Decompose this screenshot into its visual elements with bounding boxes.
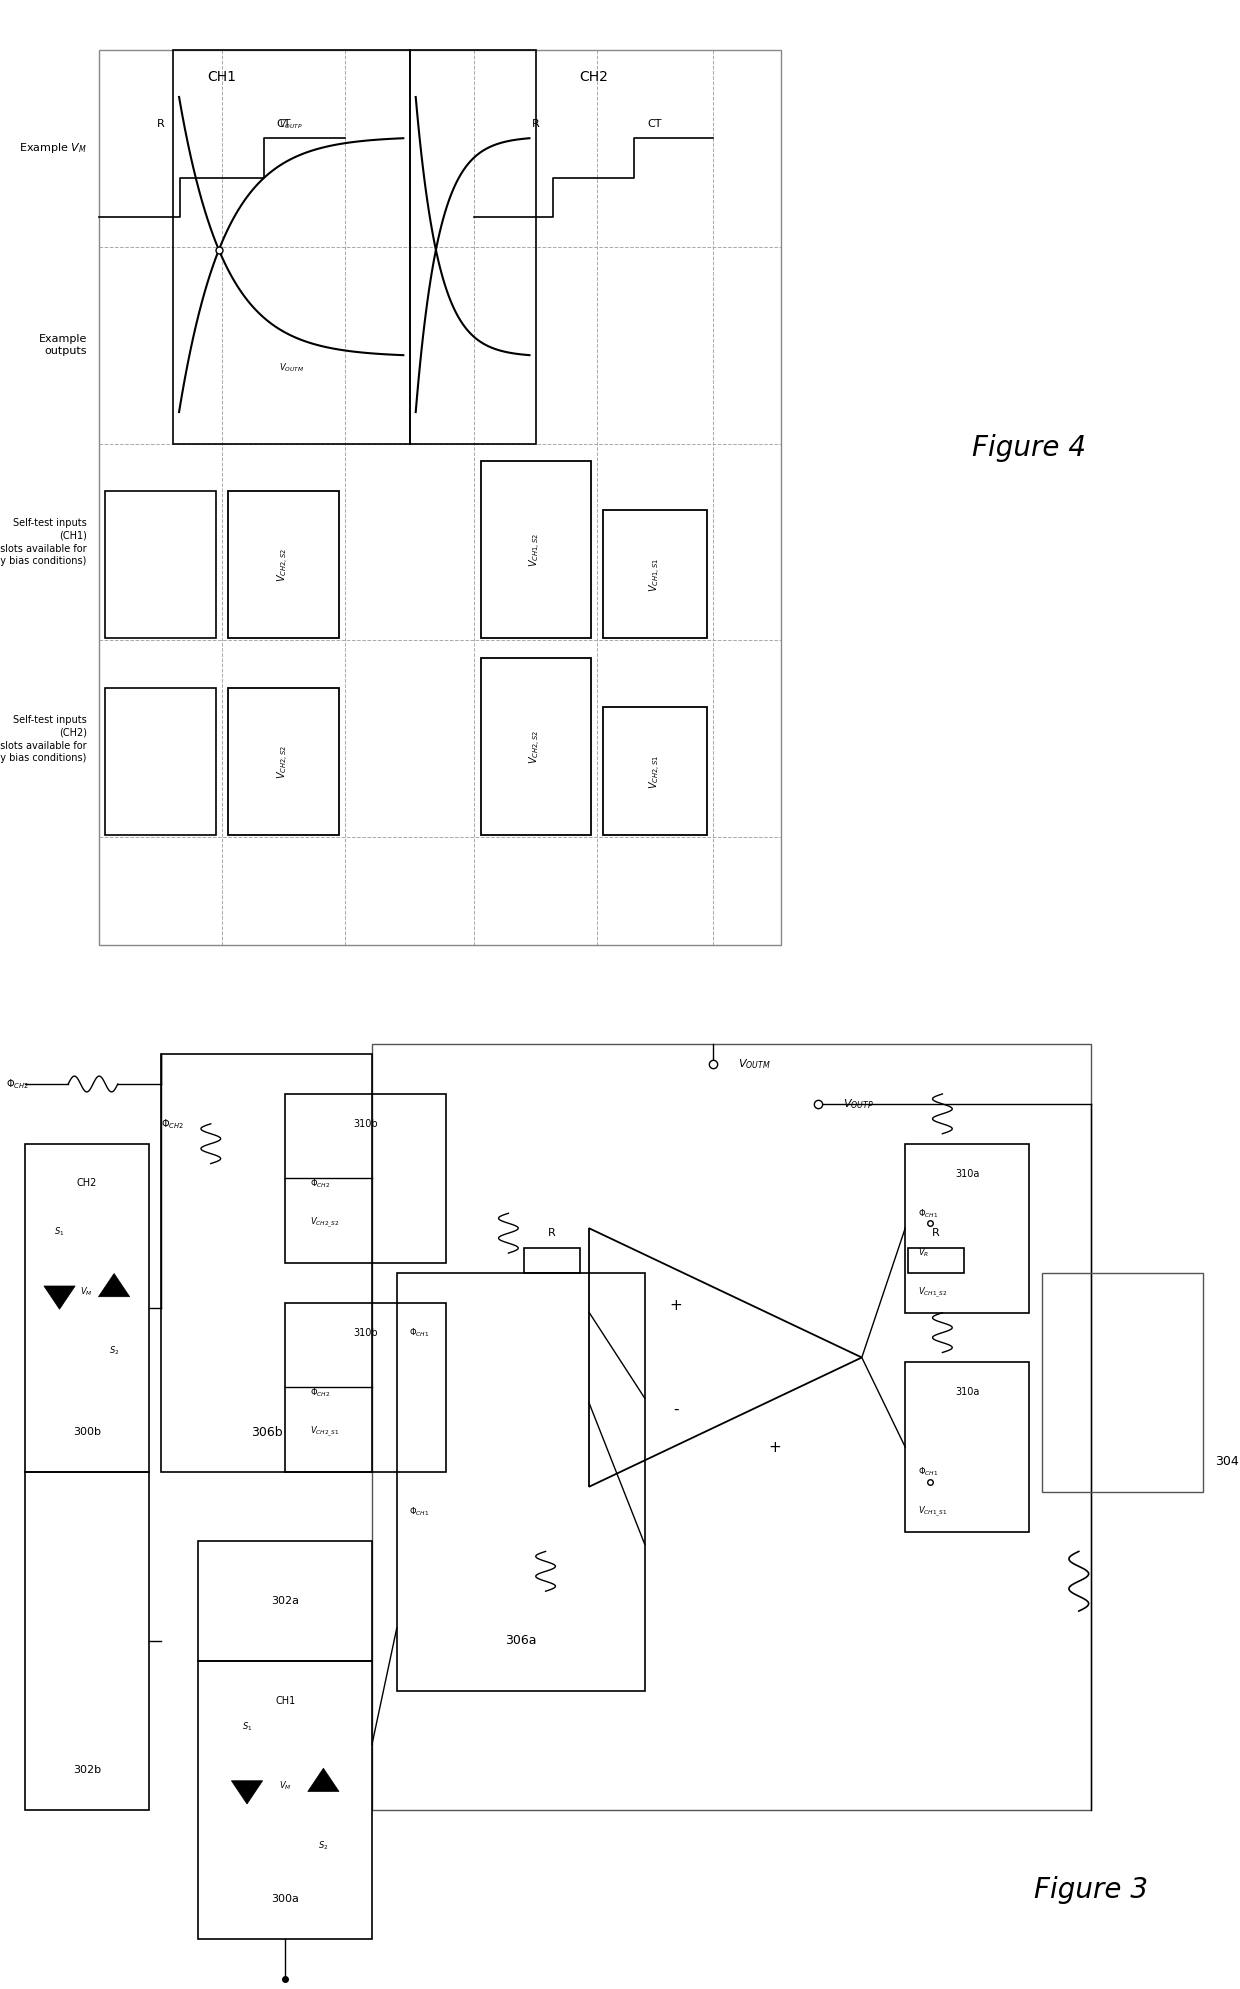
Text: $V_{CH1,S2}$: $V_{CH1,S2}$ — [528, 533, 543, 567]
Text: $V_{OUTP}$: $V_{OUTP}$ — [279, 119, 303, 131]
Text: $S_2$: $S_2$ — [319, 1840, 329, 1852]
Bar — [604, 708, 707, 835]
Text: +: + — [769, 1440, 781, 1456]
Polygon shape — [232, 1780, 263, 1804]
Text: $V_{CH2,S2}$: $V_{CH2,S2}$ — [275, 547, 291, 583]
Text: $S_1$: $S_1$ — [55, 1225, 64, 1237]
Text: $\Phi_{CH2}$: $\Phi_{CH2}$ — [310, 1386, 330, 1398]
Text: $V_{CH2,S2}$: $V_{CH2,S2}$ — [528, 730, 543, 764]
Text: CT: CT — [277, 119, 290, 129]
Text: $\Phi_{CH1}$: $\Phi_{CH1}$ — [409, 1506, 429, 1518]
Text: 300a: 300a — [272, 1894, 299, 1905]
Text: $V_{CH1\_S2}$: $V_{CH1\_S2}$ — [918, 1285, 947, 1301]
Text: $\Phi_{CH1}$: $\Phi_{CH1}$ — [918, 1466, 937, 1478]
Bar — [285, 1094, 446, 1263]
Polygon shape — [98, 1273, 130, 1297]
Text: Example $V_M$: Example $V_M$ — [19, 141, 87, 155]
Bar — [228, 688, 339, 835]
Text: $V_{CH1,S1}$: $V_{CH1,S1}$ — [647, 557, 662, 591]
Text: 310b: 310b — [353, 1118, 378, 1130]
Text: $V_{OUTM}$: $V_{OUTM}$ — [738, 1058, 770, 1070]
Text: R: R — [156, 119, 165, 129]
Text: $V_{OUTM}$: $V_{OUTM}$ — [279, 362, 304, 374]
Text: 306a: 306a — [505, 1635, 537, 1647]
Text: 310a: 310a — [955, 1168, 980, 1179]
Text: Figure 4: Figure 4 — [972, 434, 1086, 461]
Text: CT: CT — [647, 119, 662, 129]
Text: $V_M$: $V_M$ — [279, 1780, 291, 1792]
Text: +: + — [670, 1299, 682, 1313]
Text: CH1: CH1 — [275, 1695, 295, 1707]
Text: Figure 3: Figure 3 — [1034, 1876, 1148, 1903]
Bar — [905, 1144, 1029, 1313]
Text: $S_2$: $S_2$ — [109, 1345, 119, 1356]
Bar — [99, 50, 781, 945]
Text: CH1: CH1 — [207, 70, 237, 84]
Bar — [604, 511, 707, 638]
Text: R: R — [532, 119, 539, 129]
Bar — [105, 688, 216, 835]
Bar — [198, 1541, 372, 1661]
Bar — [285, 1303, 446, 1472]
Polygon shape — [308, 1768, 339, 1792]
Text: 300b: 300b — [73, 1426, 100, 1438]
Text: 302a: 302a — [272, 1595, 299, 1607]
Text: 304: 304 — [1215, 1456, 1239, 1468]
Text: 302b: 302b — [73, 1764, 100, 1776]
Bar — [905, 1362, 1029, 1532]
Text: $V_{CH2\_S2}$: $V_{CH2\_S2}$ — [310, 1215, 340, 1231]
Bar — [1042, 1273, 1203, 1492]
Text: R: R — [932, 1227, 940, 1237]
Text: $V_{CH2,S1}$: $V_{CH2,S1}$ — [647, 754, 662, 788]
Bar — [397, 1273, 645, 1691]
Text: $V_{CH2,S2}$: $V_{CH2,S2}$ — [275, 744, 291, 780]
Bar — [523, 1249, 579, 1273]
Text: R: R — [548, 1227, 556, 1237]
Text: $V_M$: $V_M$ — [81, 1285, 93, 1297]
Text: -: - — [673, 1402, 678, 1416]
Text: $V_{CH2\_S1}$: $V_{CH2\_S1}$ — [310, 1424, 340, 1440]
Bar — [161, 1054, 372, 1472]
Bar — [908, 1249, 965, 1273]
Text: CH2: CH2 — [77, 1177, 97, 1189]
Bar — [372, 1044, 1091, 1810]
Text: $V_{CH1\_S1}$: $V_{CH1\_S1}$ — [918, 1504, 947, 1520]
Text: CH2: CH2 — [579, 70, 608, 84]
Bar — [25, 1472, 149, 1810]
Text: $\Phi_{CH1}$: $\Phi_{CH1}$ — [918, 1207, 937, 1219]
Text: $\Phi_{CH2}$: $\Phi_{CH2}$ — [161, 1118, 185, 1130]
Text: $S_1$: $S_1$ — [242, 1720, 252, 1732]
Text: 310a: 310a — [955, 1386, 980, 1398]
Text: 306b: 306b — [250, 1426, 283, 1438]
Text: $V_R$: $V_R$ — [918, 1247, 929, 1259]
Text: Self-test inputs
(CH1)
(time slots available for
any bias conditions): Self-test inputs (CH1) (time slots avail… — [0, 519, 87, 565]
Bar — [198, 1661, 372, 1939]
Bar — [409, 50, 536, 444]
Bar — [105, 491, 216, 638]
Text: Self-test inputs
(CH2)
(time slots available for
any bias conditions): Self-test inputs (CH2) (time slots avail… — [0, 716, 87, 762]
Bar — [481, 461, 591, 638]
Bar — [172, 50, 409, 444]
Polygon shape — [43, 1287, 76, 1309]
Text: $\Phi_{CH2}$: $\Phi_{CH2}$ — [6, 1078, 30, 1090]
Text: $V_{OUTP}$: $V_{OUTP}$ — [843, 1098, 874, 1110]
Bar — [25, 1144, 149, 1472]
Bar — [481, 658, 591, 835]
Text: Example
outputs: Example outputs — [38, 334, 87, 356]
Text: 310b: 310b — [353, 1327, 378, 1339]
Bar — [228, 491, 339, 638]
Text: $\Phi_{CH1}$: $\Phi_{CH1}$ — [409, 1327, 429, 1339]
Text: $\Phi_{CH2}$: $\Phi_{CH2}$ — [310, 1177, 330, 1189]
